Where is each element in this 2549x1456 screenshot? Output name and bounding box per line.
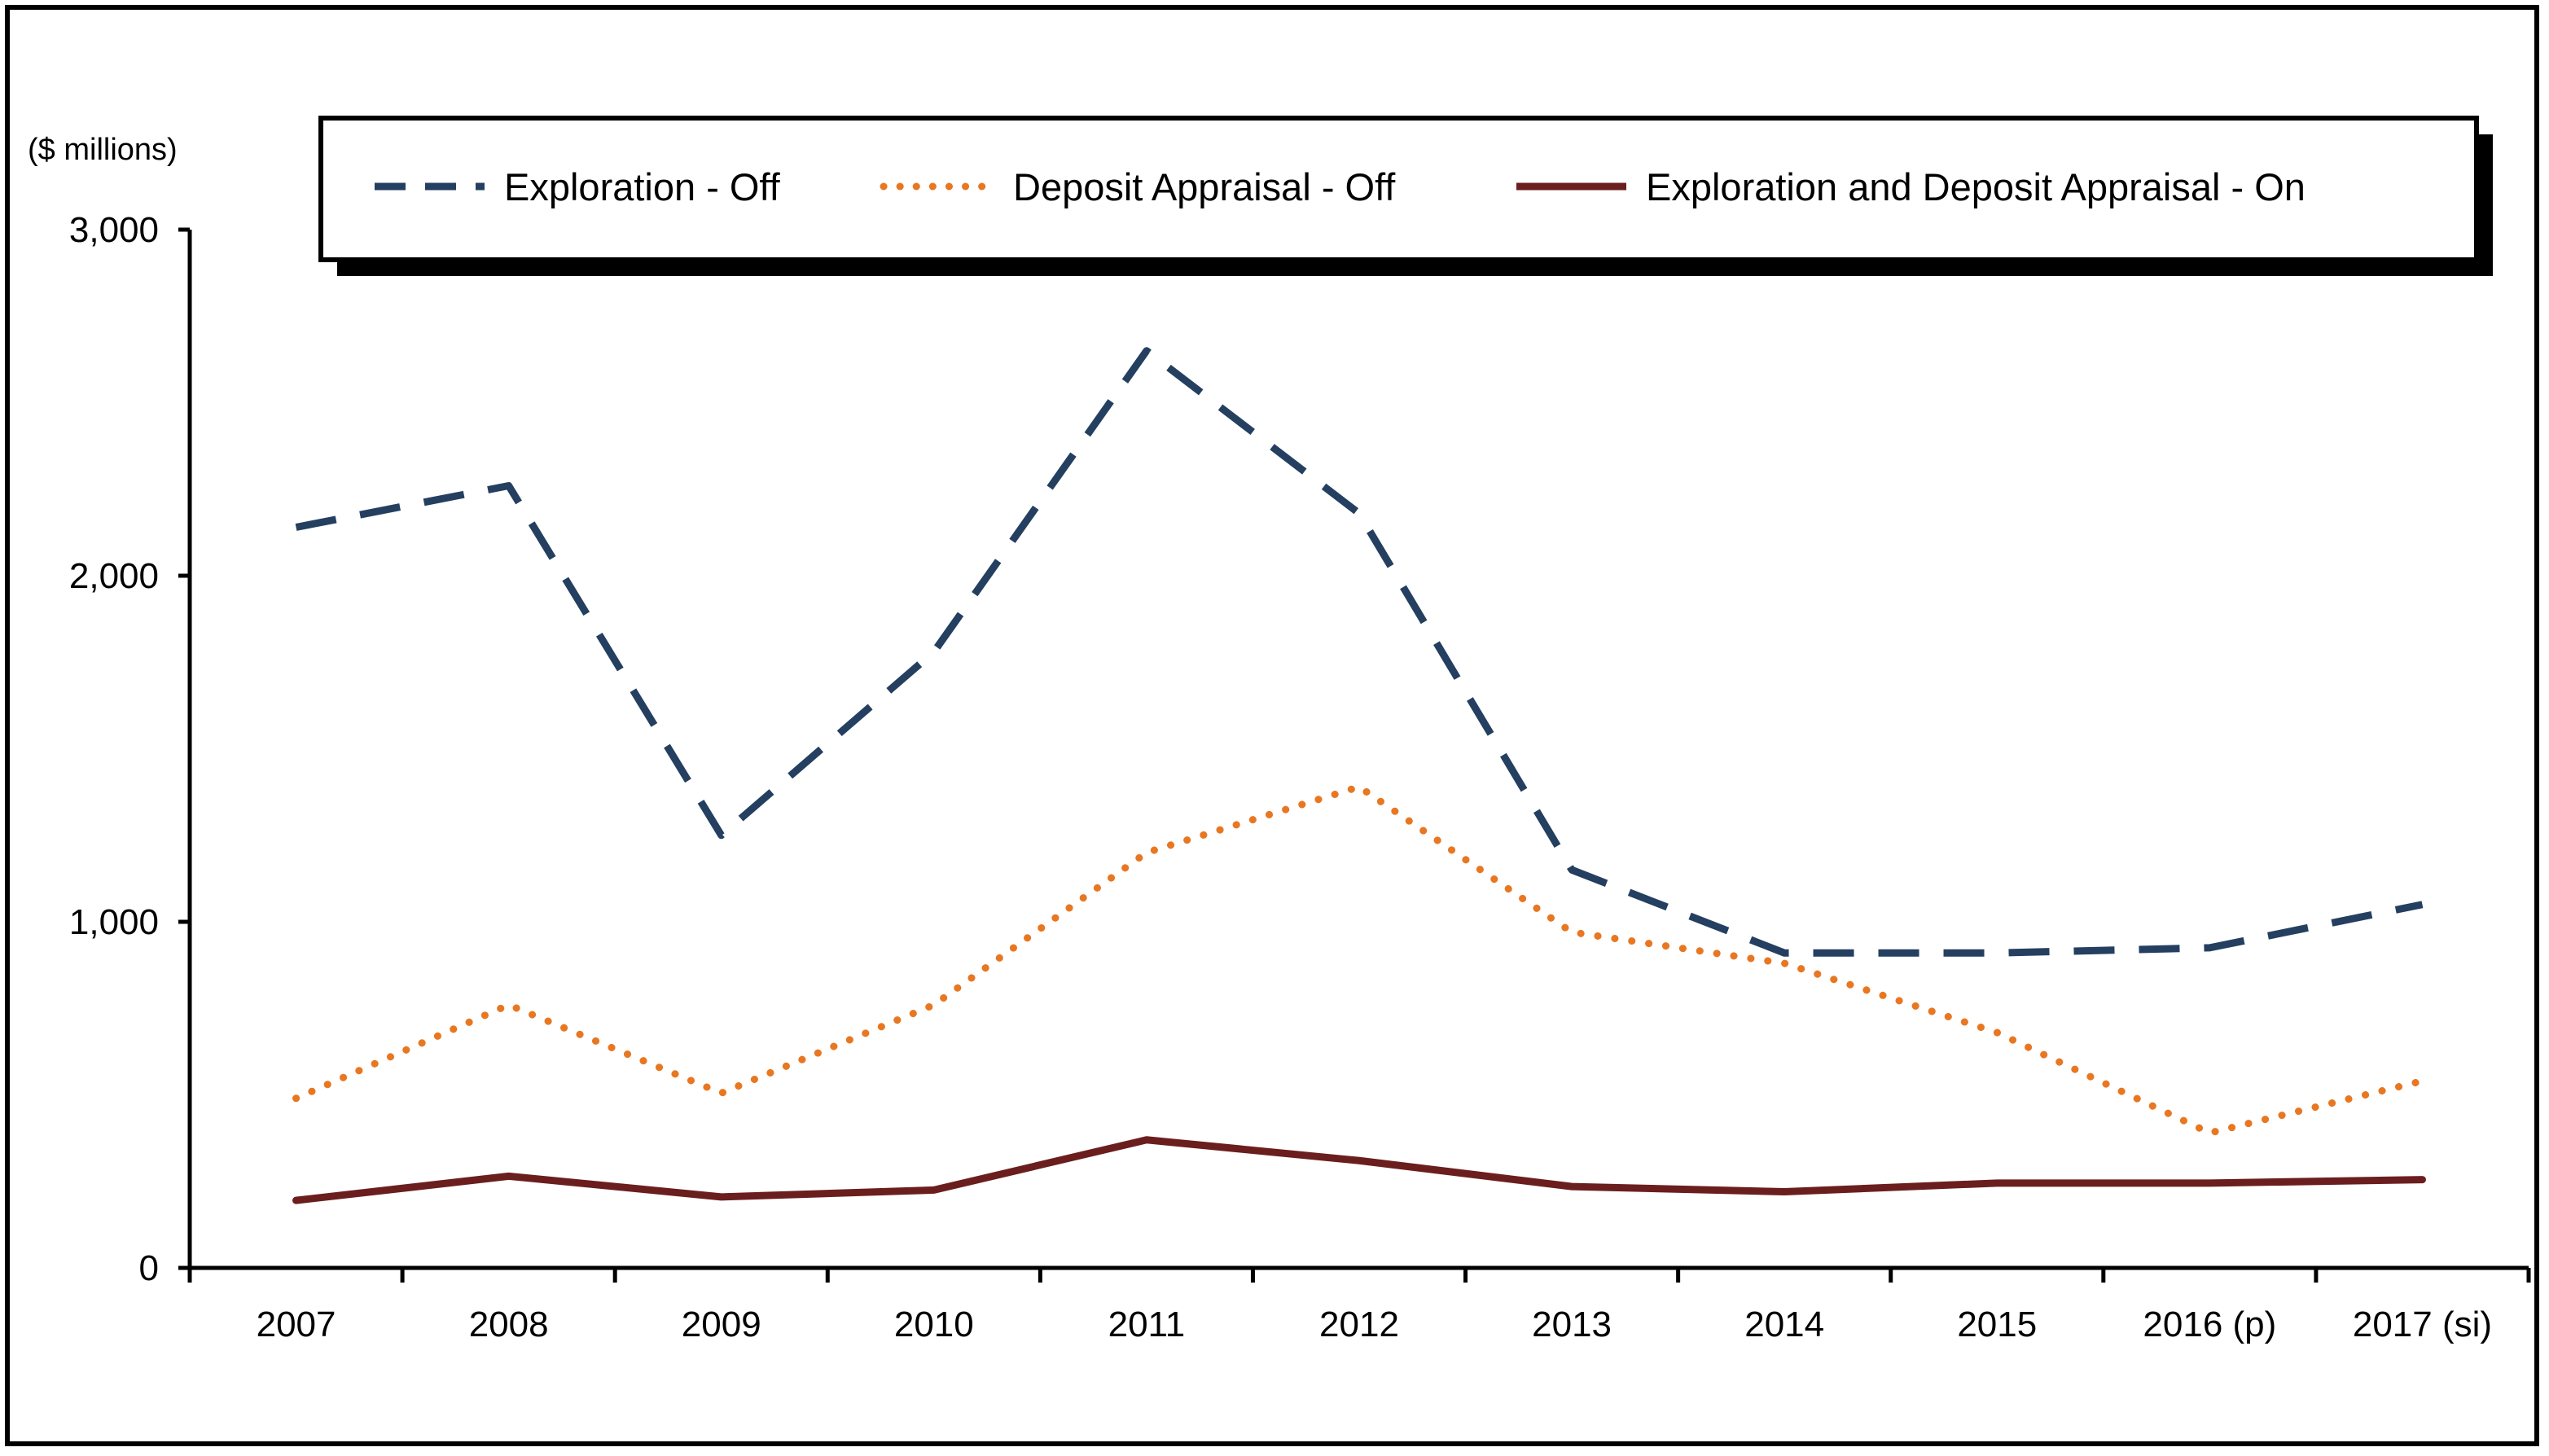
- series-lines: [292, 347, 2426, 1204]
- series-2-point: [1358, 1160, 1360, 1161]
- series-1-point: [1996, 1032, 1998, 1033]
- x-tick-label: 2013: [1532, 1305, 1612, 1344]
- series-line-0: [295, 347, 2424, 957]
- legend: Exploration - Off Deposit Appraisal - Of…: [318, 116, 2493, 276]
- series-2-point: [2421, 1179, 2423, 1181]
- series-line-2: [292, 1136, 2426, 1204]
- series-2-point: [1146, 1139, 1147, 1141]
- x-tick-label: 2011: [1108, 1305, 1186, 1344]
- series-1-point: [1783, 963, 1785, 964]
- series-0-point: [2209, 947, 2210, 949]
- series-0-point: [1996, 952, 1998, 954]
- series-0-point: [508, 485, 510, 487]
- series-2-point: [721, 1196, 722, 1198]
- series-0-point: [1146, 350, 1147, 352]
- series-1-point: [1358, 786, 1360, 787]
- series-2-point: [508, 1175, 510, 1177]
- legend-label-deposit-appraisal-off: Deposit Appraisal - Off: [1013, 165, 1396, 208]
- series-1-point: [1146, 852, 1147, 853]
- series-1-point: [296, 1098, 297, 1099]
- series-line-1: [292, 783, 2426, 1137]
- y-unit-label: ($ millions): [28, 133, 178, 167]
- y-tick-label: 3,000: [69, 210, 159, 250]
- x-tick-label: 2017 (si): [2353, 1305, 2492, 1344]
- series-2-point: [933, 1189, 935, 1191]
- legend-box: [318, 116, 2479, 262]
- series-2-point: [1996, 1182, 1998, 1184]
- series-0-point: [296, 527, 297, 528]
- y-tick-label: 2,000: [69, 556, 159, 596]
- legend-label-exploration-deposit-on: Exploration and Deposit Appraisal - On: [1646, 165, 2306, 208]
- series-0-point: [1571, 869, 1573, 871]
- x-tick-label: 2009: [682, 1305, 761, 1344]
- x-tick-label: 2014: [1744, 1305, 1824, 1344]
- series-0-point: [2421, 904, 2423, 906]
- series-0-point: [1783, 952, 1785, 954]
- series-0-point: [1358, 513, 1360, 515]
- series-1-point: [933, 1004, 935, 1006]
- series-2-point: [1783, 1191, 1785, 1193]
- x-ticks: 2007 2008 2009 2010 2011 2012 2013 2014 2015 2016…: [187, 1268, 2531, 1344]
- series-0-point: [933, 651, 935, 653]
- x-tick-label: 2007: [257, 1305, 336, 1344]
- series-2-point: [2209, 1182, 2210, 1184]
- x-tick-label: 2008: [469, 1305, 549, 1344]
- y-ticks: 0 1,000 2,000 3,000: [69, 210, 190, 1288]
- legend-label-exploration-off: Exploration - Off: [504, 165, 781, 208]
- series-1-point: [721, 1092, 722, 1094]
- series-0-point: [721, 835, 722, 836]
- x-tick-label: 2010: [894, 1305, 974, 1344]
- y-tick-label: 1,000: [69, 902, 159, 942]
- line-chart: ($ millions) Exploration - Off Deposit A…: [28, 116, 2531, 1344]
- x-tick-label: 2015: [1957, 1305, 2037, 1344]
- y-tick-label: 0: [139, 1248, 159, 1288]
- series-1-point: [2209, 1132, 2210, 1134]
- series-1-point: [1571, 932, 1573, 933]
- x-tick-label: 2016 (p): [2143, 1305, 2276, 1344]
- series-1-point: [2421, 1081, 2423, 1082]
- series-2-point: [296, 1199, 297, 1201]
- x-tick-label: 2012: [1319, 1305, 1399, 1344]
- series-1-point: [508, 1004, 510, 1006]
- series-2-point: [1571, 1186, 1573, 1187]
- chart-frame: ($ millions) Exploration - Off Deposit A…: [5, 5, 2539, 1446]
